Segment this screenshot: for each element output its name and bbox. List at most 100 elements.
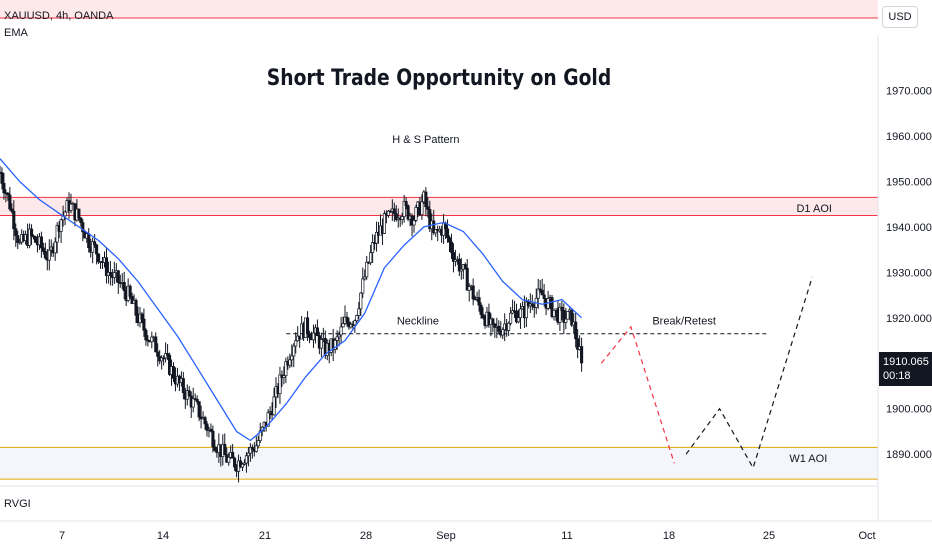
candle-down: [2, 183, 6, 194]
candle-down: [428, 209, 432, 230]
price-tick-label: 1900.000: [886, 404, 932, 416]
candle-down: [134, 300, 138, 316]
candle-up: [402, 201, 406, 217]
candle-up: [246, 452, 250, 457]
short-projection-path: [600, 325, 675, 464]
neckline-label: Neckline: [397, 316, 439, 328]
candle-down: [8, 194, 12, 210]
candle-down: [487, 311, 491, 325]
candle-up: [341, 323, 345, 328]
candle-up: [240, 463, 245, 468]
candle-down: [211, 430, 215, 448]
price-tick-label: 1970.000: [886, 86, 932, 98]
candle-up: [150, 336, 154, 343]
candle-up: [564, 318, 568, 323]
candle-down: [457, 258, 461, 272]
candle-down: [394, 213, 398, 221]
candle-up: [47, 249, 51, 261]
w1-aoi-label: W1 AOI: [789, 453, 827, 465]
candle-down: [6, 192, 10, 196]
candle-up: [294, 340, 298, 347]
chart-title: Short Trade Opportunity on Gold: [266, 66, 612, 91]
candle-down: [491, 318, 495, 325]
time-tick-label: 11: [561, 530, 572, 542]
candle-down: [128, 285, 132, 297]
candle-down: [156, 351, 160, 357]
candle-down: [104, 257, 109, 276]
candle-up: [558, 306, 562, 323]
time-tick-label: 7: [59, 530, 65, 542]
price-tick-label: 1960.000: [886, 131, 932, 143]
candle-down: [29, 228, 34, 237]
candle-up: [369, 252, 373, 264]
candle-down: [93, 241, 97, 246]
candle-up: [282, 375, 286, 378]
candle-down: [33, 236, 38, 243]
candle-down: [31, 235, 36, 238]
candle-up: [365, 261, 369, 278]
candle-down: [580, 346, 584, 364]
candle-down: [197, 401, 201, 418]
rvgi-indicator-label[interactable]: RVGI: [4, 498, 31, 510]
candle-up: [382, 213, 386, 234]
candle-down: [570, 309, 574, 326]
candle-up: [363, 276, 367, 280]
long-projection-path: [685, 276, 813, 470]
candle-down: [181, 378, 185, 393]
candle-down: [223, 443, 227, 456]
candle-up: [353, 320, 357, 326]
candle-down: [39, 236, 43, 249]
candle-down: [95, 244, 99, 255]
candle-up: [160, 357, 164, 362]
candle-down: [445, 228, 450, 239]
candle-up: [18, 241, 22, 244]
candle-down: [406, 205, 410, 220]
candle-down: [142, 318, 146, 331]
candle-down: [306, 317, 310, 335]
candle-up: [355, 315, 359, 322]
symbol-label[interactable]: XAUUSD, 4h, OANDA: [4, 10, 114, 22]
candle-down: [77, 208, 81, 219]
candle-up: [414, 207, 418, 221]
candle-down: [140, 313, 144, 320]
last-price-tag: 1910.065 00:18: [879, 352, 932, 386]
candle-up: [242, 462, 247, 465]
candle-up: [518, 308, 523, 319]
candle-up: [284, 361, 288, 376]
candle-down: [14, 228, 18, 236]
candle-down: [530, 303, 534, 307]
price-tick-label: 1930.000: [886, 267, 932, 279]
currency-button[interactable]: USD: [882, 6, 918, 28]
candle-down: [473, 298, 477, 301]
time-tick-label: 28: [360, 530, 372, 542]
candle-up: [55, 224, 59, 243]
candle-up: [467, 286, 471, 291]
hs-pattern-label: H & S Pattern: [392, 134, 459, 146]
candle-up: [516, 317, 521, 323]
candle-down: [514, 310, 519, 323]
candle-down: [307, 333, 312, 338]
ema-indicator-label[interactable]: EMA: [4, 27, 28, 39]
candle-up: [335, 336, 339, 341]
candle-down: [167, 354, 172, 375]
candle-down: [195, 399, 199, 403]
ema-line: [0, 158, 583, 442]
candle-down: [404, 201, 408, 207]
candle-up: [311, 332, 316, 341]
candle-up: [191, 398, 195, 408]
candle-down: [424, 191, 428, 208]
candle-down: [41, 247, 45, 252]
candle-up: [244, 455, 248, 464]
candle-up: [420, 201, 424, 216]
candle-down: [550, 297, 554, 317]
candle-up: [361, 278, 365, 294]
candle-down: [116, 270, 120, 283]
candle-down: [542, 294, 546, 299]
candle-up: [53, 241, 57, 254]
time-tick-label: 18: [663, 530, 675, 542]
candle-up: [412, 220, 416, 226]
candle-up: [359, 292, 363, 310]
price-tick-label: 1940.000: [886, 222, 932, 234]
candle-down: [12, 210, 16, 230]
